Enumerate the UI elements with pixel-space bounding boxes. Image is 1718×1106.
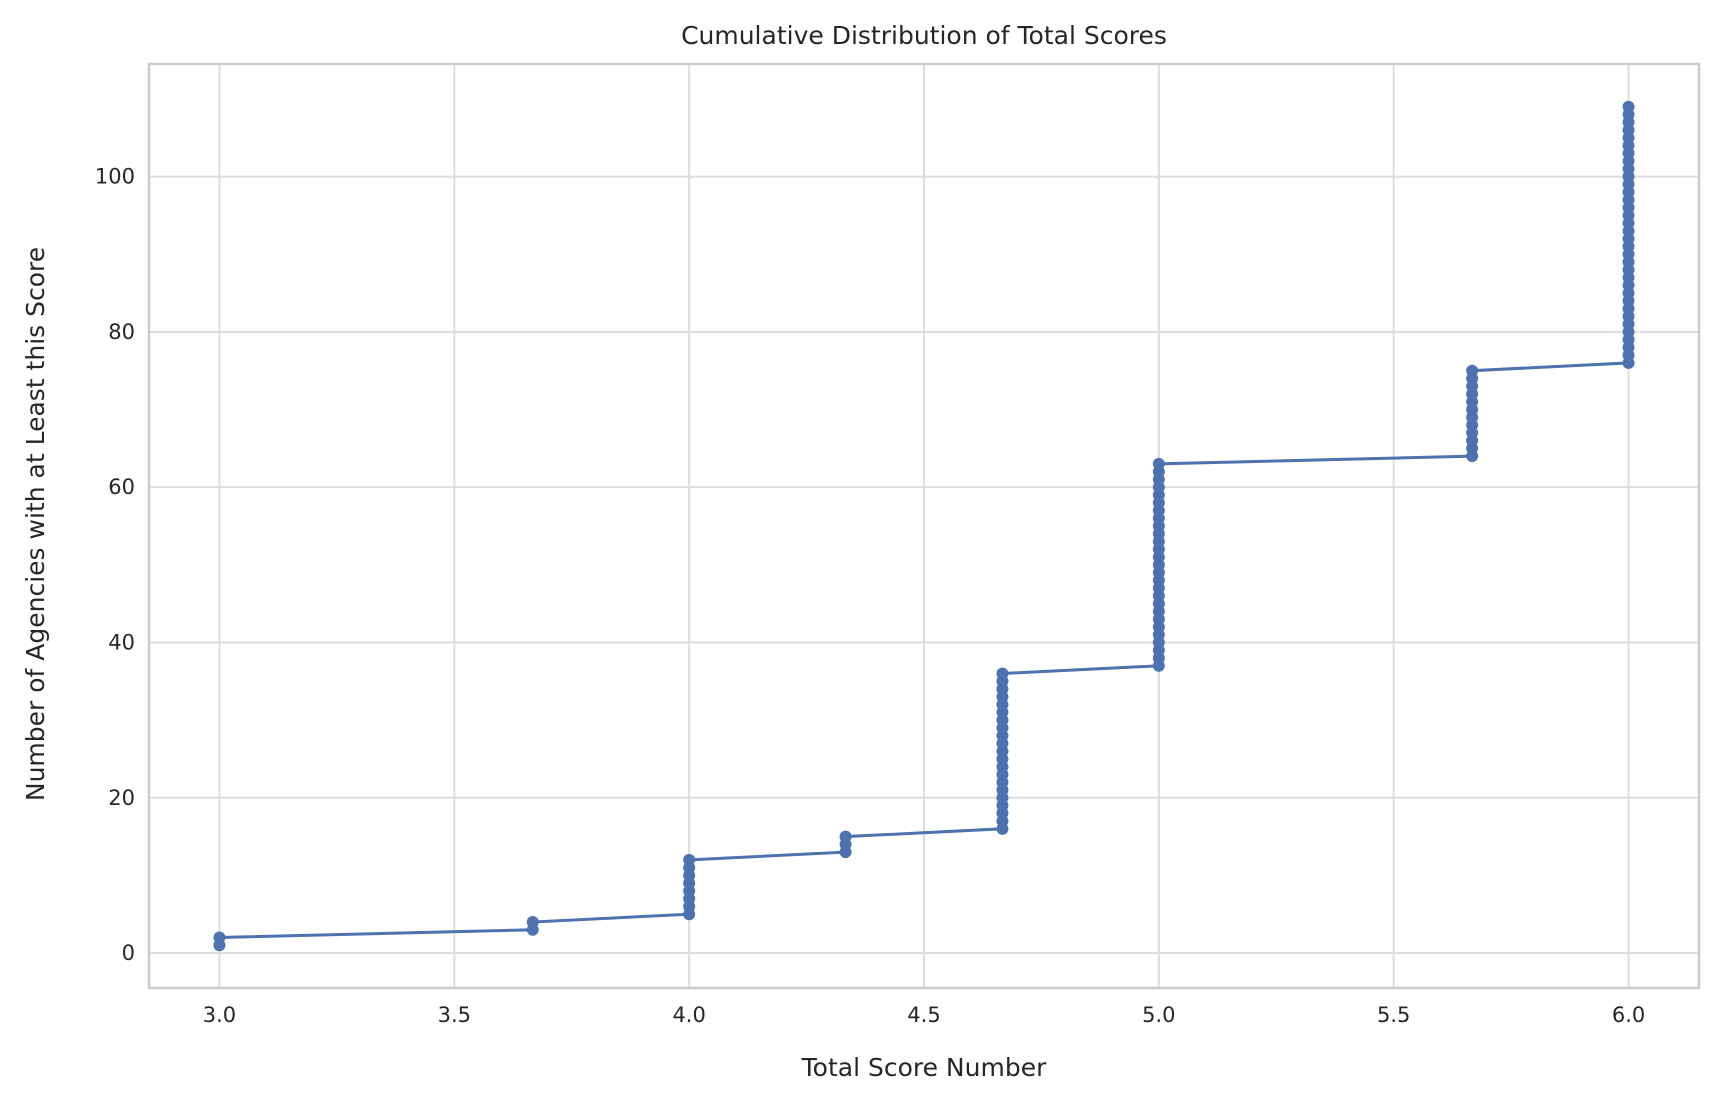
x-tick-label: 3.5 <box>438 1003 471 1027</box>
data-point <box>1622 100 1635 113</box>
data-point <box>1466 364 1479 377</box>
y-tick-label: 100 <box>95 165 135 189</box>
x-tick-label: 6.0 <box>1612 1003 1645 1027</box>
x-ticks: 3.0 3.5 4.0 4.5 5.0 5.5 6.0 <box>203 1003 1645 1027</box>
y-tick-label: 0 <box>122 941 135 965</box>
data-point <box>1152 457 1165 470</box>
y-ticks: 0 20 40 60 80 100 <box>95 165 135 965</box>
grid <box>149 64 1699 988</box>
x-axis-label: Total Score Number <box>801 1053 1047 1082</box>
x-tick-label: 3.0 <box>203 1003 236 1027</box>
data-point <box>996 667 1009 680</box>
axes-frame <box>147 62 1701 990</box>
data-point <box>213 931 226 944</box>
x-tick-label: 5.0 <box>1142 1003 1175 1027</box>
y-tick-label: 60 <box>108 475 135 499</box>
data-point <box>839 830 852 843</box>
y-tick-label: 20 <box>108 786 135 810</box>
series-cumulative <box>213 100 1635 952</box>
y-tick-label: 80 <box>108 320 135 344</box>
data-point <box>683 853 696 866</box>
x-tick-label: 5.5 <box>1377 1003 1410 1027</box>
chart-title: Cumulative Distribution of Total Scores <box>681 21 1167 50</box>
y-tick-label: 40 <box>108 630 135 654</box>
x-tick-label: 4.5 <box>907 1003 940 1027</box>
data-point <box>526 916 539 928</box>
x-tick-label: 4.0 <box>672 1003 705 1027</box>
y-axis-label: Number of Agencies with at Least this Sc… <box>21 247 50 801</box>
